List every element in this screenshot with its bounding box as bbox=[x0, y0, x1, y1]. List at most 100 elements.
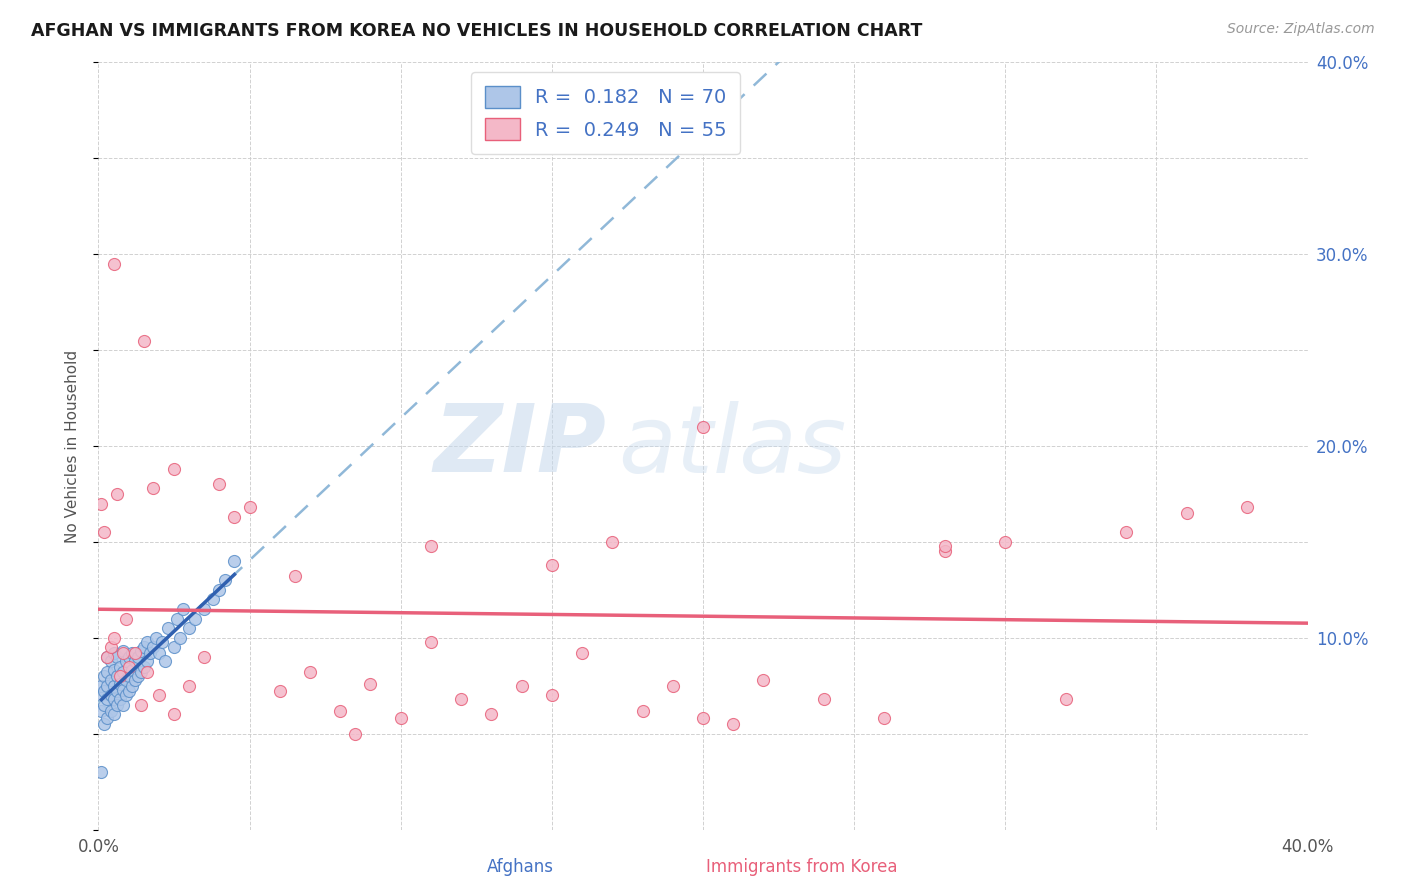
Point bbox=[124, 654, 146, 668]
Point bbox=[284, 569, 307, 583]
Point bbox=[934, 544, 956, 558]
Point bbox=[193, 602, 215, 616]
Point bbox=[127, 649, 149, 664]
Point bbox=[1236, 500, 1258, 515]
Point bbox=[108, 692, 131, 706]
Point bbox=[692, 420, 714, 434]
Point bbox=[90, 679, 112, 693]
Point bbox=[179, 621, 201, 635]
Point bbox=[135, 665, 157, 680]
Point bbox=[121, 679, 143, 693]
Point bbox=[129, 698, 152, 712]
Point bbox=[105, 698, 128, 712]
Point bbox=[103, 679, 125, 693]
Point bbox=[142, 481, 165, 495]
Point bbox=[344, 726, 367, 740]
Point bbox=[148, 689, 170, 703]
Point bbox=[269, 684, 291, 698]
Point bbox=[111, 646, 134, 660]
Point bbox=[145, 631, 167, 645]
Point bbox=[148, 646, 170, 660]
Point bbox=[108, 669, 131, 683]
Point bbox=[105, 487, 128, 501]
Point bbox=[124, 646, 146, 660]
Point bbox=[163, 462, 186, 476]
Point bbox=[100, 704, 122, 718]
Point bbox=[540, 689, 562, 703]
Legend: R =  0.182   N = 70, R =  0.249   N = 55: R = 0.182 N = 70, R = 0.249 N = 55 bbox=[471, 72, 741, 154]
Point bbox=[111, 665, 134, 680]
Point bbox=[202, 592, 225, 607]
Text: atlas: atlas bbox=[619, 401, 846, 491]
Point bbox=[124, 673, 146, 687]
Point bbox=[208, 477, 231, 491]
Point bbox=[631, 704, 654, 718]
Point bbox=[105, 649, 128, 664]
Point bbox=[150, 634, 173, 648]
Text: Source: ZipAtlas.com: Source: ZipAtlas.com bbox=[1227, 22, 1375, 37]
Point bbox=[118, 659, 141, 673]
Point bbox=[142, 640, 165, 655]
Point bbox=[156, 621, 179, 635]
Point bbox=[752, 673, 775, 687]
Point bbox=[108, 659, 131, 673]
Point bbox=[214, 574, 236, 588]
Point bbox=[103, 631, 125, 645]
Point bbox=[96, 649, 118, 664]
Point bbox=[103, 646, 125, 660]
Point bbox=[103, 257, 125, 271]
Point bbox=[208, 582, 231, 597]
Point bbox=[103, 664, 125, 678]
Point bbox=[1054, 692, 1077, 706]
Point bbox=[184, 612, 207, 626]
Point bbox=[224, 510, 246, 524]
Point bbox=[135, 634, 157, 648]
Point bbox=[118, 684, 141, 698]
Point bbox=[1115, 525, 1137, 540]
Point bbox=[172, 602, 194, 616]
Point bbox=[100, 654, 122, 668]
Point bbox=[100, 673, 122, 687]
Point bbox=[169, 631, 191, 645]
Point bbox=[450, 692, 472, 706]
Point bbox=[96, 692, 118, 706]
Point bbox=[179, 679, 201, 693]
Point bbox=[93, 684, 115, 698]
Point bbox=[299, 665, 322, 680]
Point bbox=[118, 669, 141, 683]
Point bbox=[360, 677, 382, 691]
Point bbox=[96, 649, 118, 664]
Point bbox=[166, 612, 188, 626]
Point bbox=[105, 669, 128, 683]
Point bbox=[105, 684, 128, 698]
Point bbox=[118, 649, 141, 664]
Point bbox=[129, 644, 152, 658]
Point bbox=[96, 679, 118, 693]
Text: ZIP: ZIP bbox=[433, 400, 606, 492]
Point bbox=[994, 535, 1017, 549]
Point bbox=[934, 539, 956, 553]
Point bbox=[813, 692, 835, 706]
Point bbox=[114, 654, 136, 668]
Point bbox=[90, 704, 112, 718]
Point bbox=[90, 765, 112, 780]
Point bbox=[571, 646, 593, 660]
Point bbox=[132, 659, 155, 673]
Point bbox=[420, 539, 443, 553]
Point bbox=[108, 677, 131, 691]
Point bbox=[121, 646, 143, 660]
Point bbox=[602, 535, 624, 549]
Text: AFGHAN VS IMMIGRANTS FROM KOREA NO VEHICLES IN HOUSEHOLD CORRELATION CHART: AFGHAN VS IMMIGRANTS FROM KOREA NO VEHIC… bbox=[31, 22, 922, 40]
Point bbox=[96, 711, 118, 725]
Point bbox=[114, 612, 136, 626]
Point bbox=[93, 698, 115, 712]
Point bbox=[420, 634, 443, 648]
Point bbox=[103, 692, 125, 706]
Point bbox=[132, 334, 155, 348]
Point bbox=[129, 665, 152, 680]
Point bbox=[111, 644, 134, 658]
Point bbox=[661, 679, 683, 693]
Point bbox=[481, 707, 503, 722]
Point bbox=[114, 689, 136, 703]
Point bbox=[127, 669, 149, 683]
